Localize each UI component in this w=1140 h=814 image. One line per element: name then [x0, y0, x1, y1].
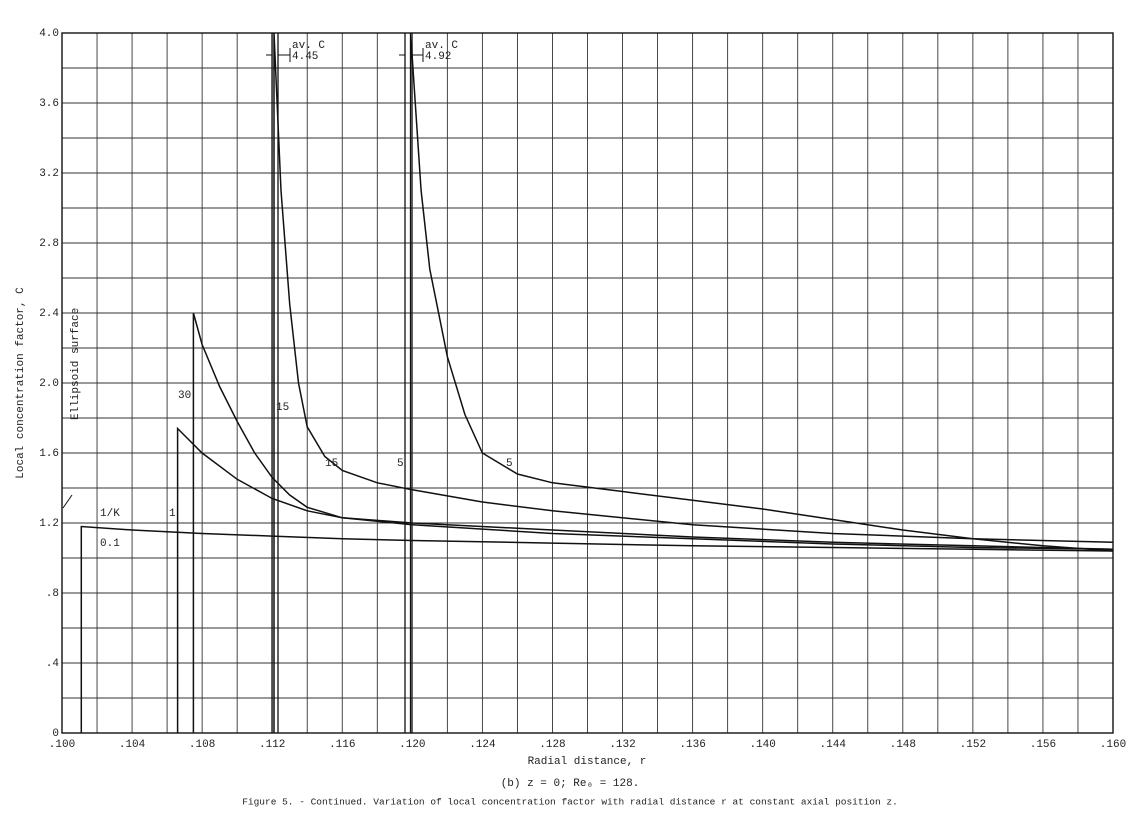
caption: Figure 5. - Continued. Variation of loca… [242, 797, 898, 808]
x-tick-label: .104 [119, 739, 146, 751]
x-tick-label: .132 [609, 739, 635, 751]
x-tick-label: .144 [820, 739, 847, 751]
plot-frame [61, 32, 1114, 734]
curve-label: 0.1 [100, 538, 120, 550]
curve [273, 32, 1114, 733]
annotation: 1/K [100, 508, 120, 520]
curve [409, 32, 1114, 733]
annotation: av. C [292, 40, 325, 52]
x-tick-label: .140 [749, 739, 775, 751]
x-tick-label: .116 [329, 739, 355, 751]
x-tick-label: .100 [49, 739, 75, 751]
curve-label: 5 [397, 458, 404, 470]
y-tick-label: 1.6 [39, 448, 59, 460]
y-tick-label: 2.0 [39, 378, 59, 390]
x-tick-label: .120 [399, 739, 425, 751]
x-tick-label: .136 [679, 739, 705, 751]
curve [192, 312, 1114, 733]
y-tick-label: 2.8 [39, 238, 59, 250]
x-tick-label: .108 [189, 739, 215, 751]
annotation: 4.92 [425, 51, 451, 63]
y-tick-label: 4.0 [39, 28, 59, 40]
y-tick-label: 2.4 [39, 308, 59, 320]
y-tick-label: 0 [52, 728, 59, 740]
curve-label: 5 [506, 458, 513, 470]
x-tick-label: .148 [890, 739, 916, 751]
x-tick-label: .156 [1030, 739, 1056, 751]
annotation: Ellipsoid surface [70, 308, 82, 420]
y-tick-label: .8 [46, 588, 59, 600]
annotation: 4.45 [292, 51, 318, 63]
x-tick-label: .124 [469, 739, 496, 751]
subtitle: (b) z = 0; Re₀ = 128. [501, 778, 640, 790]
x-tick-label: .112 [259, 739, 285, 751]
curve-label: 15 [276, 402, 289, 414]
x-tick-label: .160 [1100, 739, 1126, 751]
leader [62, 494, 73, 509]
curve-label: 15 [325, 458, 338, 470]
x-axis-title: Radial distance, r [528, 756, 647, 768]
curve [80, 525, 1114, 733]
y-tick-label: 3.6 [39, 98, 59, 110]
y-axis-title: Local concentration factor, C [15, 287, 27, 479]
x-tick-label: .128 [539, 739, 565, 751]
curve-label: 1 [169, 508, 176, 520]
y-tick-label: 1.2 [39, 518, 59, 530]
y-tick-label: .4 [46, 658, 60, 670]
annotation: av. C [425, 40, 458, 52]
x-tick-label: .152 [960, 739, 986, 751]
y-tick-label: 3.2 [39, 168, 59, 180]
curve-label: 30 [178, 390, 191, 402]
